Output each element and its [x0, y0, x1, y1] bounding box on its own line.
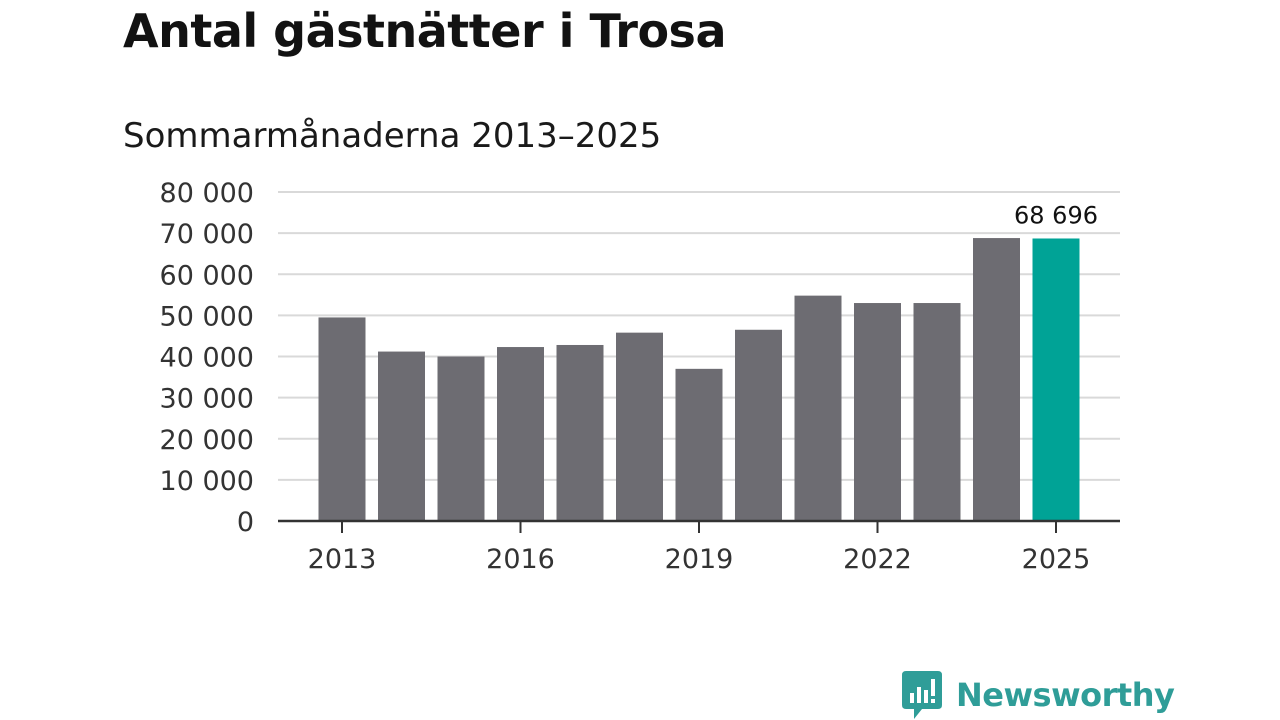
- brand-logo: Newsworthy: [902, 670, 1175, 720]
- x-tick-label: 2022: [843, 544, 912, 575]
- bar: [1032, 238, 1080, 521]
- bar: [854, 303, 901, 521]
- bar: [378, 351, 425, 521]
- bar: [794, 295, 842, 521]
- bar: [973, 238, 1020, 521]
- x-tick-label: 2016: [486, 544, 555, 575]
- bar: [556, 344, 604, 521]
- y-tick-label: 0: [237, 507, 254, 538]
- data-label: 68 696: [1014, 201, 1098, 229]
- bar: [616, 332, 663, 521]
- x-tick-label: 2013: [308, 544, 377, 575]
- x-tick-label: 2019: [665, 544, 734, 575]
- y-tick-label: 40 000: [160, 343, 254, 374]
- brand-name: Newsworthy: [956, 676, 1175, 714]
- bar: [735, 329, 782, 521]
- y-tick-label: 70 000: [160, 219, 254, 250]
- x-tick-label: 2025: [1022, 544, 1091, 575]
- bar: [675, 368, 723, 521]
- chart-subtitle: Sommarmånaderna 2013–2025: [123, 116, 662, 156]
- y-tick-label: 10 000: [160, 466, 254, 497]
- y-tick-label: 30 000: [160, 384, 254, 415]
- newsworthy-logo-icon: [902, 671, 942, 719]
- bar: [437, 356, 485, 521]
- y-tick-label: 80 000: [160, 178, 254, 209]
- bar: [497, 347, 544, 521]
- bar: [913, 303, 961, 521]
- y-tick-label: 20 000: [160, 425, 254, 456]
- y-tick-label: 60 000: [160, 260, 254, 291]
- bar: [318, 317, 366, 521]
- chart-title: Antal gästnätter i Trosa: [123, 4, 726, 58]
- y-tick-label: 50 000: [160, 301, 254, 332]
